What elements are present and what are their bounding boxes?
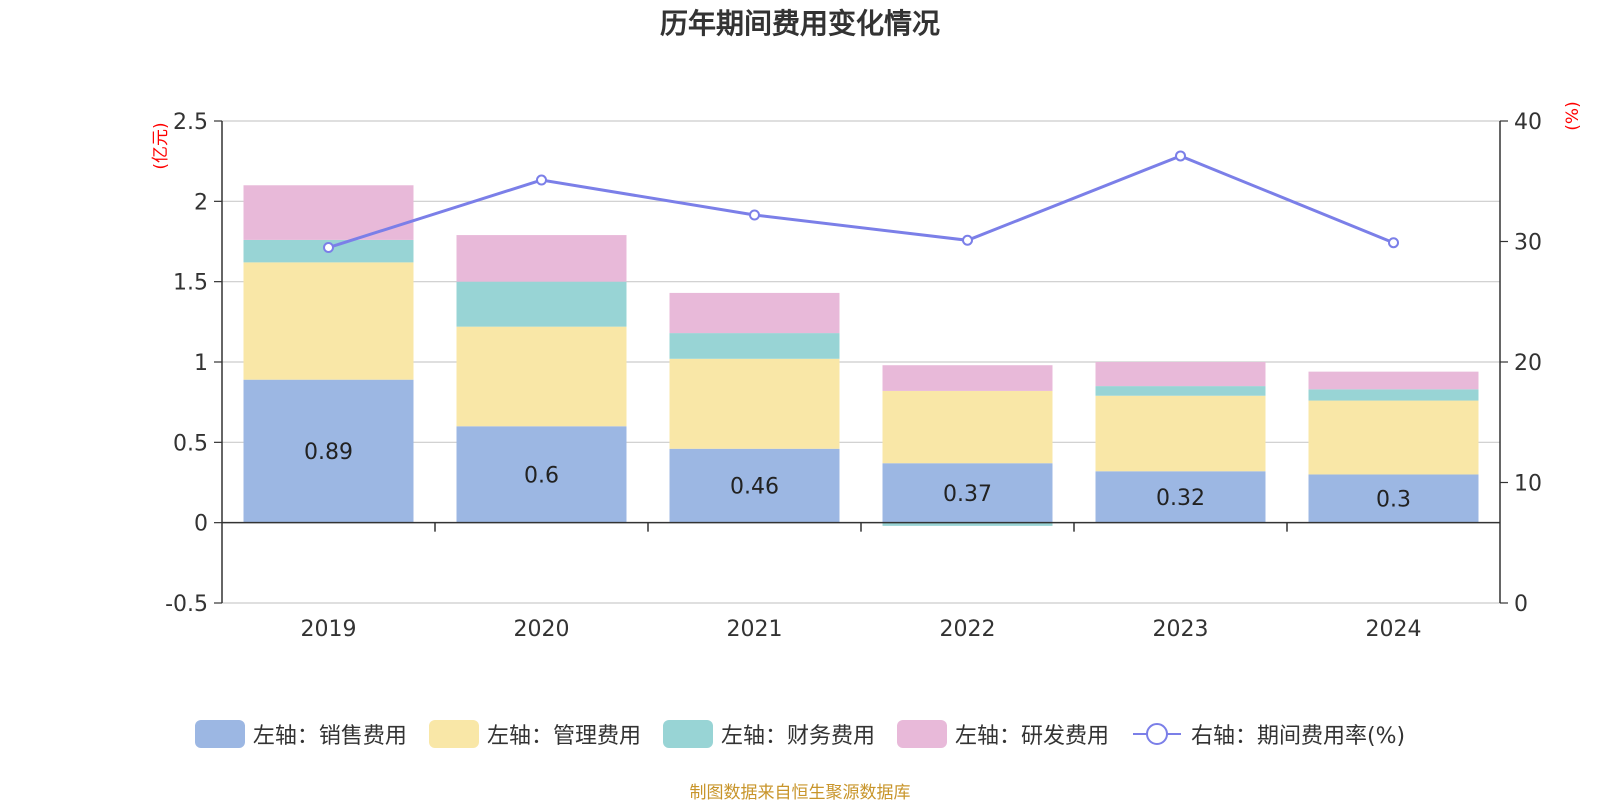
chart-title: 历年期间费用变化情况	[659, 7, 940, 40]
bar-s0-2021[interactable]	[669, 448, 840, 523]
y-left-tick-label-1: 2	[194, 190, 208, 215]
legend-item-sales[interactable]: 左轴：销售费用	[194, 718, 407, 750]
y-right-unit-label: (%)	[1563, 101, 1583, 130]
bar-s1-2022[interactable]	[882, 390, 1053, 464]
bar-data-label-2021: 0.46	[730, 475, 779, 500]
y-left-tick-label-5: 0	[194, 512, 208, 537]
legend-label-rnd: 左轴：研发费用	[954, 724, 1109, 749]
legend-line-marker-icon	[1132, 723, 1181, 745]
bar-s1-2021[interactable]	[669, 358, 840, 449]
legend-item-finance[interactable]: 左轴：财务费用	[662, 718, 875, 750]
rate-point-2024[interactable]	[1388, 237, 1399, 249]
y-left-tick-label-0: 2.5	[173, 110, 208, 135]
bar-s3-2024[interactable]	[1308, 371, 1479, 390]
bar-data-label-2024: 0.3	[1376, 488, 1411, 513]
y-right-tick-label-1: 30	[1514, 231, 1542, 256]
x-tick-label-2024: 2024	[1366, 617, 1422, 642]
x-tick-label-2022: 2022	[940, 617, 996, 642]
bar-s2-2020[interactable]	[456, 281, 627, 327]
legend-item-admin[interactable]: 左轴：管理费用	[428, 718, 641, 750]
bar-s2-2022[interactable]	[882, 522, 1053, 526]
axes: 2.5 2 1.5 1 0.5 0 -0.5 40 30 20 10 0 2019 2020 2021 202…	[165, 110, 1542, 642]
bar-s1-2020[interactable]	[456, 326, 627, 427]
rate-point-2021[interactable]	[749, 209, 760, 221]
y-right-tick-label-3: 10	[1514, 472, 1542, 497]
bar-s3-2023[interactable]	[1095, 362, 1266, 387]
bar-data-label-2020: 0.6	[524, 463, 559, 488]
y-right-tick-label-0: 40	[1514, 110, 1542, 135]
x-tick-label-2021: 2021	[727, 617, 783, 642]
bar-s3-2021[interactable]	[669, 292, 840, 334]
x-tick-label-2019: 2019	[301, 617, 357, 642]
bar-s0-2020[interactable]	[456, 426, 627, 523]
bar-s1-2019[interactable]	[243, 262, 414, 380]
bar-s2-2024[interactable]	[1308, 389, 1479, 401]
bar-s1-2024[interactable]	[1308, 400, 1479, 475]
bar-s3-2022[interactable]	[882, 365, 1053, 391]
bar-s3-2020[interactable]	[456, 235, 627, 282]
bar-data-label-2019: 0.89	[304, 440, 353, 465]
bar-s2-2021[interactable]	[669, 333, 840, 359]
y-left-tick-label-4: 0.5	[173, 431, 208, 456]
legend-swatch-admin	[428, 720, 479, 748]
y-left-tick-label-3: 1	[194, 351, 208, 376]
bar-data-label-2023: 0.32	[1156, 486, 1205, 511]
legend: 左轴：销售费用 左轴：管理费用 左轴：财务费用 左轴：研发费用 右轴：期间费用率…	[0, 718, 1600, 750]
y-right-tick-label-4: 0	[1514, 592, 1528, 617]
legend-label-rate: 右轴：期间费用率(%)	[1190, 724, 1406, 749]
bar-data-label-2022: 0.37	[943, 482, 992, 507]
rate-point-2023[interactable]	[1175, 150, 1186, 162]
bar-s0-2022[interactable]	[882, 463, 1053, 523]
rate-point-2022[interactable]	[962, 234, 973, 246]
rate-point-2019[interactable]	[323, 242, 334, 254]
y-left-unit-label: (亿元)	[151, 122, 171, 169]
y-left-tick-label-2: 1.5	[173, 271, 208, 296]
bar-s2-2023[interactable]	[1095, 386, 1266, 396]
legend-label-finance: 左轴：财务费用	[720, 724, 875, 749]
legend-item-rnd[interactable]: 左轴：研发费用	[896, 718, 1109, 750]
grid-lines	[222, 120, 1500, 604]
rate-line	[328, 154, 1395, 249]
legend-swatch-finance	[662, 720, 713, 748]
bar-s1-2023[interactable]	[1095, 395, 1266, 472]
legend-label-admin: 左轴：管理费用	[486, 724, 641, 749]
legend-label-sales: 左轴：销售费用	[252, 724, 407, 749]
y-left-tick-label-6: -0.5	[165, 592, 208, 617]
rate-line-series	[323, 150, 1399, 254]
bar-s3-2019[interactable]	[243, 185, 414, 240]
bar-data-labels: 0.89 0.6 0.46 0.37 0.32 0.3	[304, 440, 1411, 512]
bar-group	[243, 185, 1479, 526]
bar-s0-2019[interactable]	[243, 379, 414, 523]
source-note: 制图数据来自恒生聚源数据库	[689, 783, 911, 803]
x-tick-label-2020: 2020	[514, 617, 570, 642]
legend-swatch-rnd	[896, 720, 947, 748]
chart-plot: 2.5 2 1.5 1 0.5 0 -0.5 40 30 20 10 0 2019 2020 2021 202…	[151, 101, 1583, 642]
rate-point-2020[interactable]	[536, 174, 547, 186]
legend-item-rate[interactable]: 右轴：期间费用率(%)	[1131, 718, 1405, 750]
bar-s0-2024[interactable]	[1308, 474, 1479, 523]
x-tick-label-2023: 2023	[1153, 617, 1209, 642]
y-right-tick-label-2: 20	[1514, 351, 1542, 376]
legend-swatch-sales	[194, 720, 245, 748]
bar-s0-2023[interactable]	[1095, 471, 1266, 523]
